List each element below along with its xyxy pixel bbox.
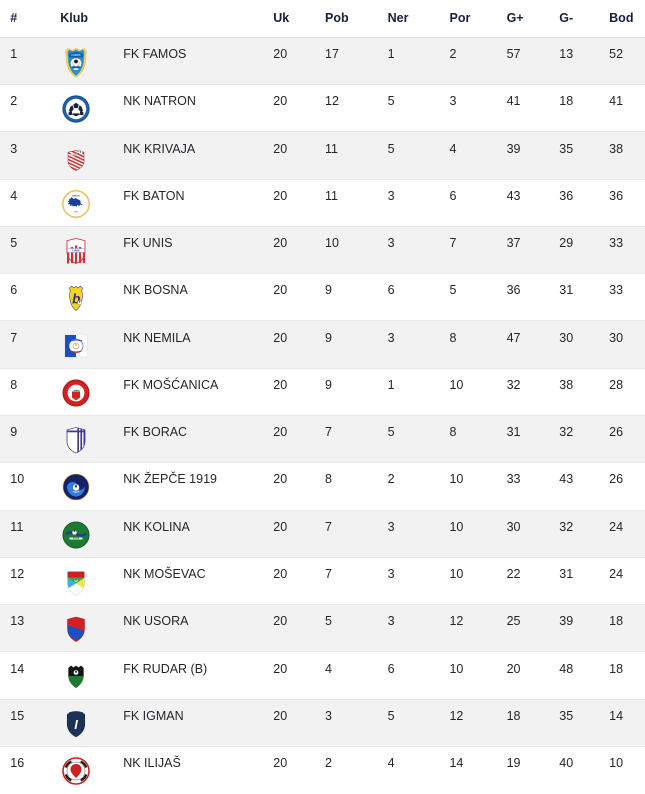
svg-text:!: ! [76, 542, 77, 546]
svg-text:BATON: BATON [73, 194, 80, 197]
svg-text:I: I [74, 717, 78, 732]
svg-text:1962: 1962 [74, 211, 78, 213]
svg-text:UNIS: UNIS [73, 249, 80, 253]
